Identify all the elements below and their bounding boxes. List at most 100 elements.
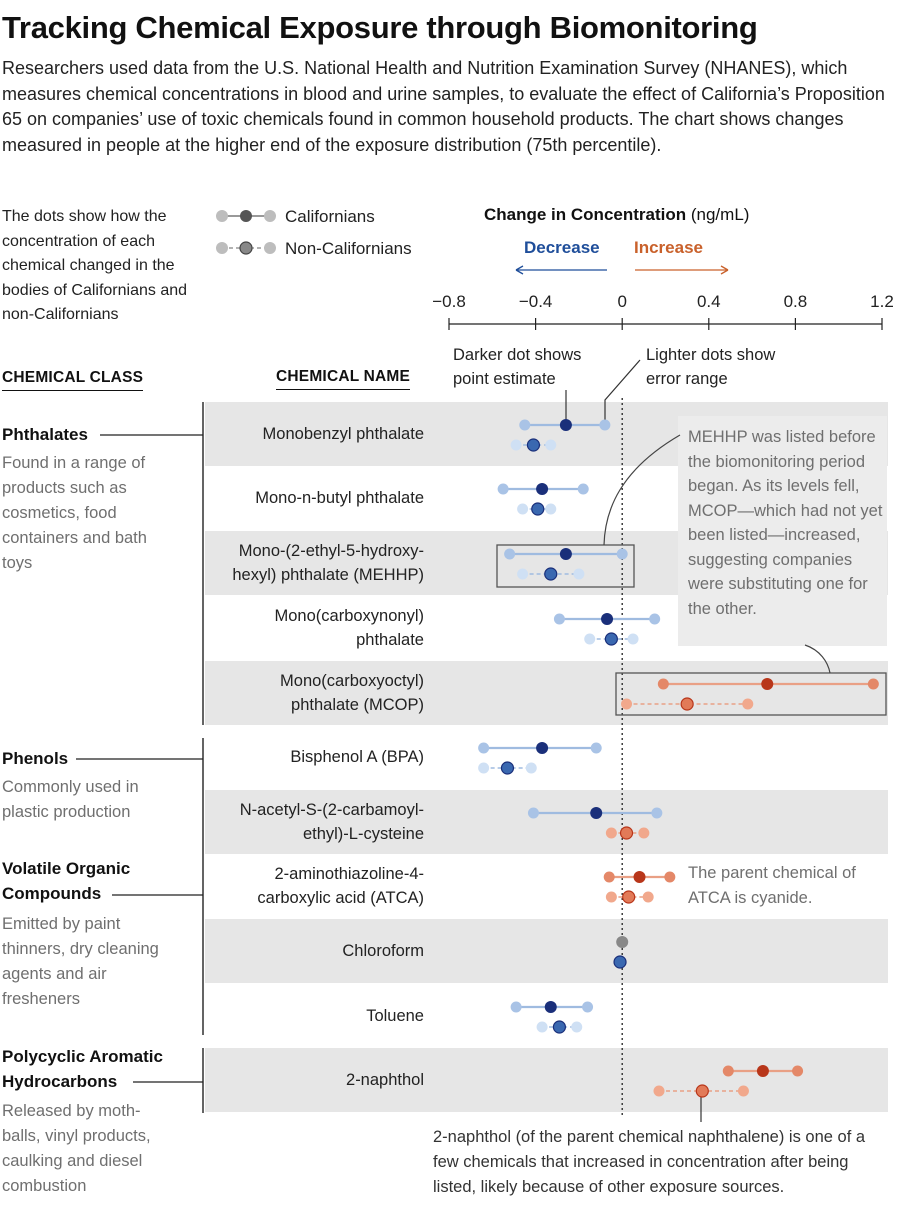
legend-dot-dark — [240, 210, 252, 222]
chemical-name: Mono-(2-ethyl-5-hydroxy-hexyl) phthalate… — [205, 531, 424, 595]
column-header-chemical-name: CHEMICAL NAME — [276, 368, 411, 390]
estimate-dot-non-californians — [526, 438, 541, 452]
x-tick-label: −0.8 — [432, 292, 466, 311]
class-name-vocs: Volatile Organic Compounds — [2, 859, 131, 903]
x-tick-label: 0.8 — [784, 292, 808, 311]
range-dot-low — [722, 1065, 734, 1077]
range-dot-low — [517, 568, 529, 580]
mehhp-leader — [603, 434, 681, 546]
range-dot-high — [545, 503, 557, 515]
class-name-pahs: Polycyclic Aromatic Hydrocarbons — [2, 1047, 163, 1091]
x-tick-label: 0.4 — [697, 292, 721, 311]
estimate-dot-californians — [761, 678, 774, 690]
range-dot-high — [664, 871, 676, 883]
increase-arrowhead — [720, 265, 729, 275]
range-dot-low — [510, 439, 522, 451]
chemical-name: Toluene — [205, 984, 424, 1048]
range-dot-high — [573, 568, 585, 580]
range-dot-low — [478, 762, 490, 774]
estimate-dot-non-californians — [604, 632, 618, 646]
estimate-dot-californians — [616, 936, 629, 948]
estimate-dot-californians — [633, 871, 646, 883]
chemical-name: Bisphenol A (BPA) — [205, 725, 424, 789]
estimate-dot-non-californians — [613, 955, 627, 969]
row-shade-9 — [205, 919, 888, 983]
callout-lighter-dots: Lighter dots show error range — [646, 346, 776, 388]
range-dot-low — [605, 827, 617, 839]
intro-paragraph: Researchers used data from the U.S. Nati… — [2, 58, 885, 155]
estimate-dot-non-californians — [544, 567, 558, 581]
range-dot-low — [478, 742, 490, 754]
callout-lighter-leader — [604, 359, 641, 420]
x-tick-label: 1.2 — [870, 292, 894, 311]
range-dot-low — [603, 871, 615, 883]
chemical-name-text: Monobenzyl phthalate — [262, 425, 424, 443]
estimate-dot-californians — [756, 1065, 769, 1077]
decrease-arrowhead — [515, 265, 524, 275]
chemical-name-text: Mono-(2-ethyl-5-hydroxy-hexyl) phthalate… — [232, 542, 424, 584]
range-dot-high — [638, 827, 650, 839]
class-name-phenols: Phenols — [2, 749, 69, 768]
chemical-name: Mono(carboxyoctyl) phthalate (MCOP) — [205, 661, 424, 725]
axis-title-unit: (ng/mL) — [690, 205, 750, 224]
legend-non-californians-label: Non-Californians — [285, 239, 412, 258]
chemical-name-text: 2-aminothiazoline-4-carboxylic acid (ATC… — [257, 865, 424, 907]
range-dot-high — [742, 698, 754, 710]
estimate-dot-non-californians — [680, 697, 694, 711]
legend-dot-dark — [239, 241, 253, 255]
estimate-dot-non-californians — [531, 502, 545, 516]
range-dot-high — [525, 762, 537, 774]
range-dot-low — [527, 807, 539, 819]
range-dot-low — [653, 1085, 665, 1097]
chemical-name: Mono(carboxynonyl) phthalate — [205, 596, 424, 660]
range-dot-low — [517, 503, 529, 515]
row-shade-11 — [205, 1048, 888, 1112]
chemical-name-text: Chloroform — [342, 942, 424, 960]
estimate-dot-non-californians — [552, 1020, 567, 1034]
chemical-name: N-acetyl-S-(2-carbamoyl-ethyl)-L-cystein… — [205, 790, 424, 854]
range-dot-high — [792, 1065, 804, 1077]
legend-dot-light — [216, 210, 228, 222]
estimate-dot-non-californians — [695, 1084, 709, 1098]
range-dot-low — [504, 548, 516, 560]
range-dot-high — [599, 419, 611, 431]
range-dot-low — [605, 891, 617, 903]
estimate-dot-californians — [601, 613, 614, 625]
estimate-dot-non-californians — [622, 890, 636, 904]
estimate-dot-californians — [559, 419, 572, 431]
row-shade-7 — [205, 790, 888, 854]
chemical-name: 2-aminothiazoline-4-carboxylic acid (ATC… — [205, 854, 424, 918]
naphthol-note: 2-naphthol (of the parent chemical napht… — [433, 1128, 866, 1196]
estimate-dot-californians — [536, 742, 549, 754]
estimate-dot-californians — [544, 1001, 557, 1013]
mcop-leader — [804, 644, 831, 674]
column-header-chemical-name-text: CHEMICAL NAME — [276, 368, 411, 390]
range-dot-high — [545, 439, 557, 451]
range-dot-low — [536, 1021, 548, 1033]
mehhp-note-box — [678, 416, 887, 646]
chemical-name: Mono-n-butyl phthalate — [205, 466, 424, 530]
class-name-phthalates: Phthalates — [2, 425, 88, 444]
mehhp-highlight-box — [496, 544, 635, 588]
range-dot-low — [621, 698, 633, 710]
class-desc-phenols: Commonly used in plastic production — [2, 778, 139, 821]
legend-note: The dots show how the concentration of e… — [2, 208, 188, 323]
column-header-chemical-class-text: CHEMICAL CLASS — [2, 369, 144, 391]
mcop-highlight-box — [615, 672, 887, 716]
estimate-dot-californians — [536, 483, 549, 495]
atca-note: The parent chemical of ATCA is cyanide. — [688, 864, 856, 907]
x-tick-label: −0.4 — [519, 292, 553, 311]
range-dot-low — [519, 419, 531, 431]
decrease-label: Decrease — [524, 238, 600, 257]
class-desc-pahs: Released by moth-balls, vinyl products, … — [2, 1102, 151, 1195]
range-dot-low — [553, 613, 565, 625]
chemical-name-text: Bisphenol A (BPA) — [290, 748, 424, 766]
range-dot-high — [737, 1085, 749, 1097]
chemical-name: 2-naphthol — [205, 1048, 424, 1112]
column-header-chemical-class: CHEMICAL CLASS — [2, 369, 144, 391]
range-dot-high — [577, 483, 589, 495]
chemical-name: Chloroform — [205, 919, 424, 983]
estimate-dot-californians — [590, 807, 603, 819]
legend-dot-light — [264, 210, 276, 222]
